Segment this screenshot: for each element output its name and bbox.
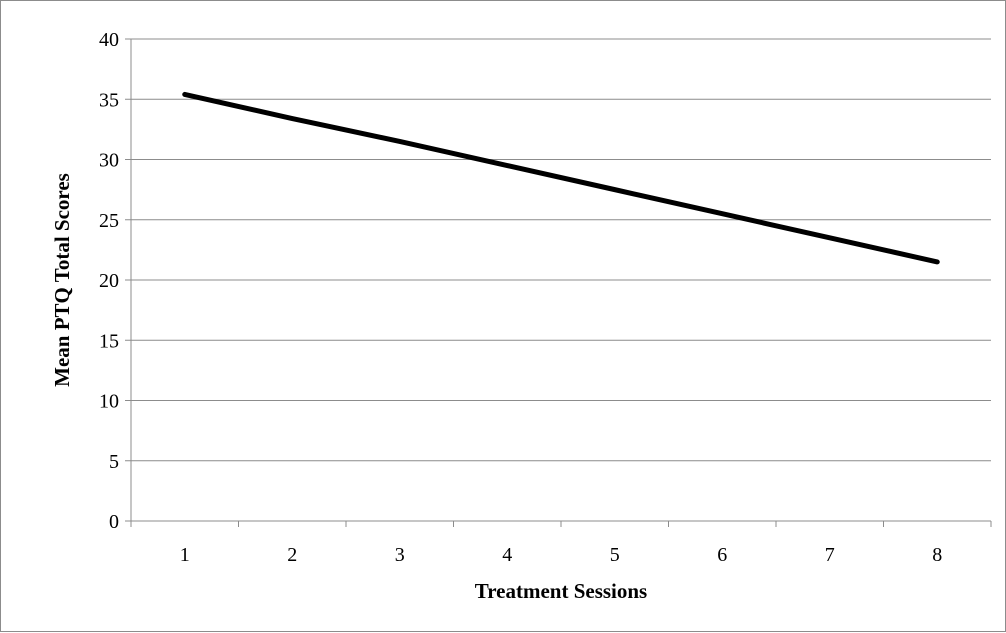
gridlines xyxy=(131,39,991,461)
x-tick-label: 4 xyxy=(502,544,512,566)
y-tick-label: 10 xyxy=(99,391,119,413)
y-tick-label: 15 xyxy=(99,330,119,352)
x-tick-label: 6 xyxy=(717,544,727,566)
x-tick-label: 5 xyxy=(610,544,620,566)
x-tick-label: 3 xyxy=(395,544,405,566)
y-tick-label: 40 xyxy=(99,29,119,51)
x-axis-title: Treatment Sessions xyxy=(475,579,647,603)
tick-labels: 0 5 10 15 20 25 30 35 40 1 2 3 4 5 6 7 8 xyxy=(99,29,942,566)
series-line-0 xyxy=(185,94,938,261)
x-tick-label: 2 xyxy=(287,544,297,566)
x-tick-label: 1 xyxy=(180,544,190,566)
y-tick-label: 5 xyxy=(109,451,119,473)
x-tick-label: 7 xyxy=(825,544,835,566)
y-tick-label: 30 xyxy=(99,150,119,172)
y-axis-title: Mean PTQ Total Scores xyxy=(50,173,74,387)
y-tick-label: 0 xyxy=(109,511,119,533)
y-tick-label: 25 xyxy=(99,210,119,232)
series-layer xyxy=(185,94,938,262)
y-tick-label: 20 xyxy=(99,270,119,292)
x-tick-label: 8 xyxy=(932,544,942,566)
y-tick-label: 35 xyxy=(99,89,119,111)
